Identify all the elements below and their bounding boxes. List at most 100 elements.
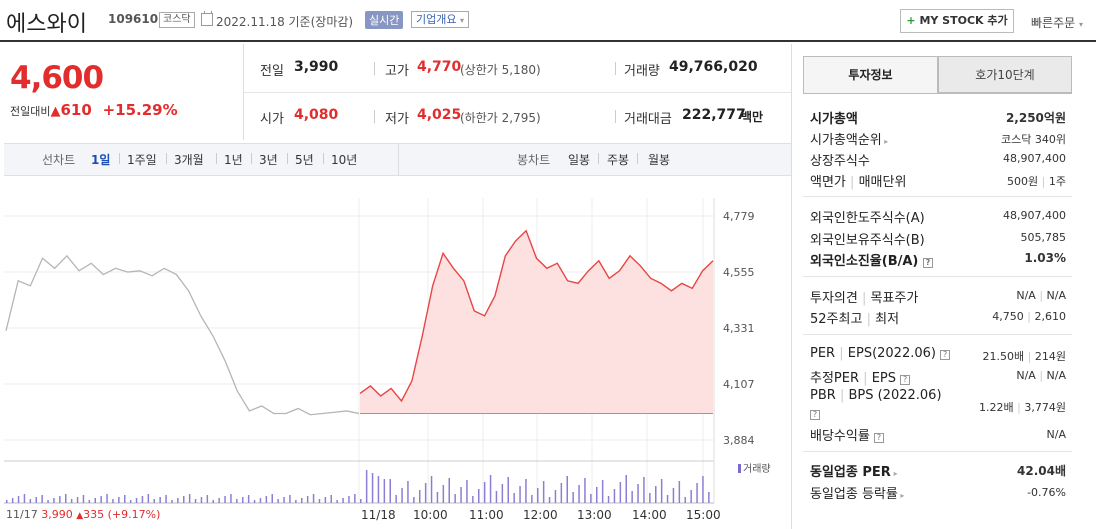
volume-bar: [690, 490, 692, 503]
volume-bar: [354, 494, 356, 503]
volume-bar: [643, 477, 645, 503]
tab-invest-info[interactable]: 투자정보: [803, 56, 938, 93]
volume-bar: [442, 485, 445, 503]
separator: |: [839, 346, 844, 361]
separator: |: [1027, 350, 1032, 363]
industry-rate-label[interactable]: 동일업종 등락률 ▸: [810, 483, 904, 502]
separator: |: [861, 291, 867, 306]
volume-bar: [277, 499, 279, 503]
add-mystock-label: MY STOCK 추가: [919, 14, 1008, 27]
volume-bar: [637, 484, 639, 503]
separator: |: [1039, 369, 1044, 382]
add-mystock-button[interactable]: + MY STOCK 추가: [900, 9, 1014, 33]
y-tick-label: 4,555: [723, 266, 755, 279]
week52-values: 4,750 | 2,610: [992, 310, 1066, 323]
listed-shares-label: 상장주식수: [810, 154, 870, 169]
volume-bar: [607, 496, 610, 503]
volume-bar: [454, 494, 456, 503]
candle-chart-label: 봉차트: [517, 153, 551, 167]
volume-bar: [631, 491, 633, 503]
help-icon[interactable]: ?: [940, 350, 951, 360]
week52-high: 4,750: [992, 310, 1024, 323]
per-values: 21.50배 | 214원: [983, 348, 1066, 364]
x-tick-label: 10:00: [413, 508, 448, 522]
help-icon[interactable]: ?: [922, 258, 933, 268]
volume-bar: [224, 496, 226, 503]
quick-order-label: 빠른주문: [1031, 16, 1076, 30]
cap-rank-value: 코스닥 340위: [1001, 133, 1066, 146]
period-3m[interactable]: 3개월: [174, 153, 204, 167]
est-per-label: 추정PER | EPS ?: [810, 367, 911, 386]
foreign-limit-value: 48,907,400: [1003, 209, 1066, 222]
series-line-prev: [5, 254, 360, 416]
prev-day-info: 11/17 3,990 ▲335 (+9.17%): [6, 508, 160, 521]
period-5y[interactable]: 5년: [295, 153, 314, 167]
volume-bar: [542, 481, 545, 503]
up-arrow-icon: ▲: [50, 104, 61, 119]
volume-bar: [129, 500, 132, 503]
intraday-chart[interactable]: 4,779 4,555 4,331 4,107 3,884: [4, 178, 791, 508]
industry-per-label[interactable]: 동일업종 PER ▸: [810, 461, 898, 480]
volume-bar: [613, 489, 616, 503]
volume-bar: [702, 476, 704, 503]
target-text: 목표주가: [870, 291, 919, 306]
chart-lines: [5, 229, 714, 416]
volume-bar: [684, 497, 686, 503]
amount-value: 222,777: [682, 107, 746, 123]
pbr-value: 1.22배: [979, 401, 1014, 414]
foreign-hold-label: 외국인보유주식수(B): [810, 233, 925, 248]
volume-bar: [513, 493, 515, 503]
market-cap-label: 시가총액: [810, 112, 858, 127]
quick-order-button[interactable]: 빠른주문 ▾: [1031, 14, 1083, 31]
separator: [374, 110, 375, 123]
volume-bar: [649, 493, 651, 503]
volume-bar: [619, 482, 622, 503]
separator: [615, 62, 616, 75]
open-label: 시가: [260, 112, 284, 127]
volume-bar: [560, 483, 563, 503]
stock-name: 에스와이: [6, 12, 87, 37]
pbr-values: 1.22배 | 3,774원: [979, 399, 1066, 415]
volume-bar: [401, 488, 403, 503]
period-3y[interactable]: 3년: [259, 153, 278, 167]
market-badge: 코스닥: [159, 12, 195, 28]
cap-rank-label[interactable]: 시가총액순위 ▸: [810, 129, 888, 148]
volume-bars: [6, 470, 710, 503]
tab-orderbook[interactable]: 호가10단계: [938, 56, 1072, 93]
volume-bar: [11, 498, 14, 503]
foreign-ratio-label: 외국인소진율(B/A) ?: [810, 250, 933, 269]
volume-bar: [318, 499, 321, 503]
volume-bar: [206, 495, 209, 503]
period-10y[interactable]: 10년: [331, 153, 358, 167]
low-value: 4,025: [417, 107, 462, 123]
volume-bar: [76, 497, 79, 503]
help-icon[interactable]: ?: [810, 406, 820, 420]
candle-daily[interactable]: 일봉: [568, 153, 591, 167]
separator: [166, 153, 167, 164]
chevron-down-icon: ▾: [459, 16, 464, 25]
volume-bar: [383, 479, 386, 503]
per-text: PER: [810, 346, 836, 361]
candle-monthly[interactable]: 월봉: [648, 153, 671, 167]
change-value: 610: [60, 101, 92, 119]
realtime-button[interactable]: 실시간: [365, 11, 404, 29]
help-icon[interactable]: ?: [873, 433, 884, 443]
divider: [803, 451, 1072, 452]
separator: [119, 153, 120, 164]
volume-bar: [578, 485, 580, 503]
candle-weekly[interactable]: 주봉: [607, 153, 630, 167]
volume-bar: [678, 481, 681, 503]
volume-bar: [259, 498, 262, 503]
volume-bar: [29, 499, 32, 503]
volume-bar: [106, 494, 108, 503]
company-overview-dropdown[interactable]: 기업개요 ▾: [411, 11, 469, 28]
period-1y[interactable]: 1년: [224, 153, 243, 167]
period-1d[interactable]: 1일: [91, 153, 111, 167]
period-1w[interactable]: 1주일: [127, 153, 157, 167]
separator: [251, 153, 252, 164]
market-cap-value: 2,250억원: [1005, 111, 1066, 125]
separator: |: [866, 312, 871, 327]
volume-bar: [118, 497, 120, 503]
help-icon[interactable]: ?: [900, 375, 911, 385]
chart-toolbar: [4, 143, 791, 176]
